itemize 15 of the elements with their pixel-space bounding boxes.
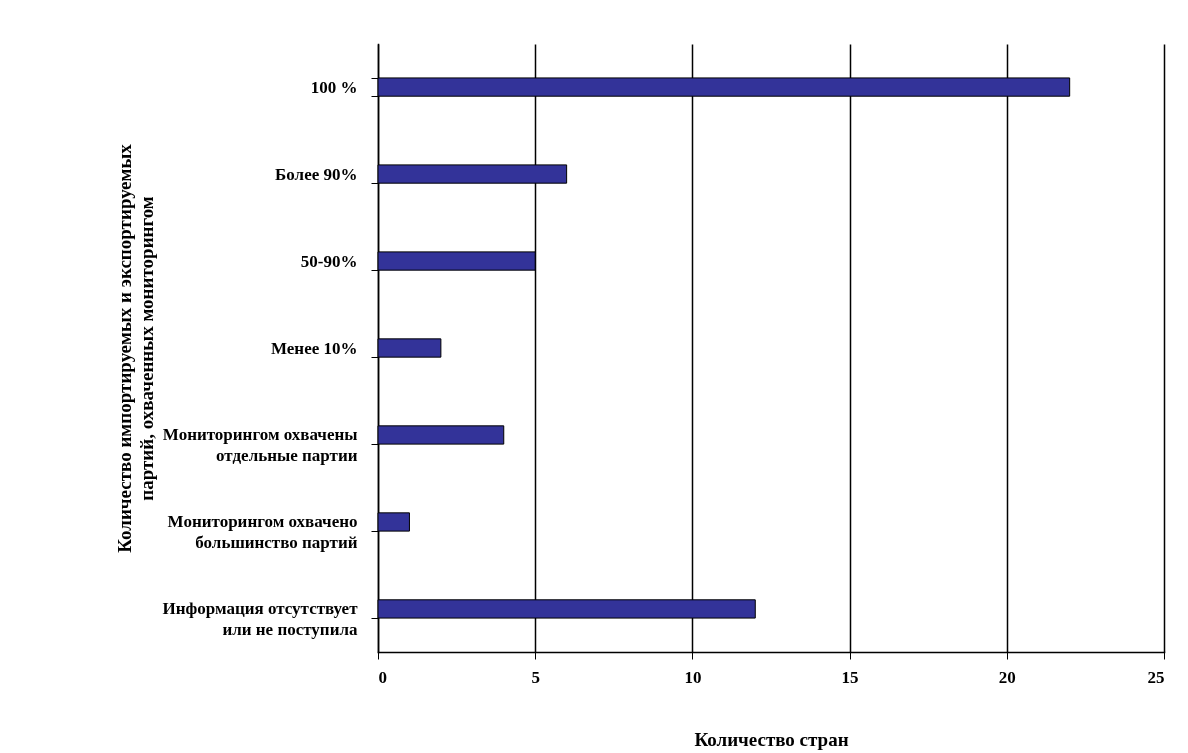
y-tick-label: 100 % — [310, 77, 358, 97]
y-tick-label: 50-90% — [300, 251, 358, 271]
x-tick-label: 0 — [378, 667, 387, 687]
y-tick-label: Мониторингом охвачены отдельные партии — [162, 425, 358, 466]
y-tick-label: Мониторингом охвачено большинство партий — [167, 512, 358, 553]
x-tick-label: 5 — [531, 667, 540, 687]
x-tick-label: 15 — [841, 667, 859, 687]
x-tick-label: 25 — [1147, 667, 1165, 687]
y-tick-label: Более 90% — [275, 164, 358, 184]
x-tick-label: 20 — [998, 667, 1016, 687]
y-axis-title: Количество импортируемых и экспортируемых партий, охваченных мониторингом — [113, 143, 157, 553]
y-tick-label: Менее 10% — [270, 338, 358, 358]
x-tick-label: 10 — [684, 667, 702, 687]
x-axis-title: Количество стран — [694, 728, 849, 750]
y-tick-label: Информация отсутствует или не поступила — [162, 599, 359, 640]
